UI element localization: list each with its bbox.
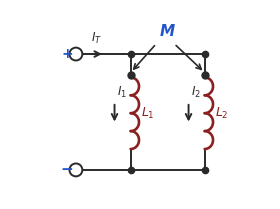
Text: $I_2$: $I_2$ [191, 85, 201, 100]
Text: +: + [61, 47, 73, 61]
Text: M: M [160, 24, 175, 39]
Text: −: − [61, 162, 73, 177]
Text: $I_T$: $I_T$ [91, 31, 102, 46]
Text: $L_2$: $L_2$ [215, 106, 229, 121]
Text: $I_1$: $I_1$ [117, 85, 127, 100]
Text: $L_1$: $L_1$ [141, 106, 155, 121]
